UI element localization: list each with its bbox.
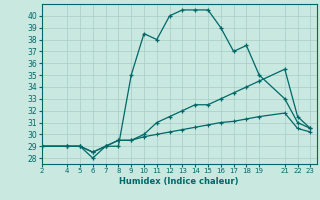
X-axis label: Humidex (Indice chaleur): Humidex (Indice chaleur) <box>119 177 239 186</box>
